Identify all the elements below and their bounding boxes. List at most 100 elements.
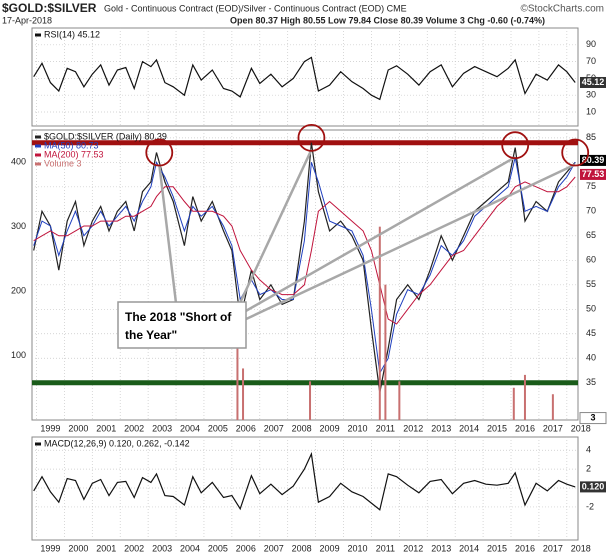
- x-tick-label: 2003: [152, 423, 172, 433]
- legend-entry: MACD(12,26,9) 0.120, 0.262, -0.142: [44, 438, 190, 448]
- value-box-label: 45.12: [582, 77, 605, 87]
- x-tick-label: 2015: [487, 423, 507, 433]
- value-box: [580, 76, 606, 88]
- y-tick-label: 2: [586, 464, 591, 474]
- legend-swatch: [35, 153, 41, 157]
- volume-bar: [384, 284, 387, 420]
- value-box-label: 0.120: [582, 481, 605, 491]
- value-box: [580, 154, 606, 166]
- callout-text: the Year": [125, 328, 177, 342]
- x-tick-label: 2005: [208, 543, 228, 553]
- legend-swatch: [35, 144, 41, 148]
- x-tick-label: 2018: [571, 423, 591, 433]
- value-box: [580, 481, 606, 493]
- x-tick-label: 2014: [459, 423, 479, 433]
- callout-pointer: [158, 164, 178, 304]
- y-tick-label: 4: [586, 445, 591, 455]
- value-box: [579, 412, 607, 425]
- highlight-circle: [561, 138, 590, 167]
- callout-pointer: [243, 156, 516, 314]
- x-tick-label: 2004: [180, 423, 200, 433]
- y-tick-label: 70: [586, 206, 596, 216]
- x-tick-label: 2006: [236, 543, 256, 553]
- x-tick-label: 2006: [236, 423, 256, 433]
- x-tick-label: 2011: [376, 423, 395, 433]
- highlight-circle: [297, 123, 326, 152]
- x-tick-label: 2016: [515, 543, 535, 553]
- y-tick-label: 60: [586, 255, 596, 265]
- legend-entry: $GOLD:$SILVER (Daily) 80.39: [44, 131, 167, 141]
- value-box-label: 77.53: [582, 169, 605, 179]
- y-tick-label: 35: [586, 377, 596, 387]
- y-tick-label: 50: [586, 304, 596, 314]
- volume-bar: [523, 374, 526, 420]
- x-tick-label: 2017: [543, 423, 563, 433]
- x-tick-label: 2012: [403, 543, 423, 553]
- x-tick-label: 2004: [180, 543, 200, 553]
- volume-bar: [551, 394, 554, 420]
- y2-tick-label: 300: [11, 221, 26, 231]
- volume-bar: [236, 329, 239, 420]
- x-tick-label: 2011: [376, 543, 395, 553]
- panel-frame: [31, 436, 579, 541]
- y-tick-label: 75: [586, 181, 596, 191]
- volume-bar: [378, 226, 381, 420]
- legend-entry: RSI(14) 45.12: [44, 29, 100, 39]
- x-tick-label: 2010: [347, 423, 367, 433]
- x-tick-label: 2009: [320, 543, 340, 553]
- series-line: [33, 176, 576, 325]
- series-line: [33, 56, 576, 101]
- legend-entry: Volume 3: [44, 158, 82, 168]
- value-box-label: 80.39: [582, 155, 605, 165]
- x-tick-label: 2003: [152, 543, 172, 553]
- x-tick-label: 2012: [403, 423, 423, 433]
- description: Gold - Continuous Contract (EOD)/Silver …: [104, 3, 407, 13]
- highlight-circle: [501, 131, 530, 160]
- volume-bar: [242, 368, 245, 420]
- legend-swatch: [35, 33, 41, 37]
- series-line: [33, 451, 576, 511]
- x-tick-label: 2005: [208, 423, 228, 433]
- x-tick-label: 2002: [124, 543, 144, 553]
- quote: Open 80.37 High 80.55 Low 79.84 Close 80…: [230, 15, 545, 25]
- y-tick-label: 85: [586, 132, 596, 142]
- x-tick-label: 2009: [320, 423, 340, 433]
- y-tick-label: 40: [586, 353, 596, 363]
- x-tick-label: 1999: [40, 423, 60, 433]
- volume-bar: [398, 381, 401, 420]
- y-tick-label: 55: [586, 279, 596, 289]
- y2-tick-label: 100: [11, 350, 26, 360]
- x-tick-label: 2000: [68, 543, 88, 553]
- x-tick-label: 2016: [515, 423, 535, 433]
- source: ©StockCharts.com: [520, 4, 604, 15]
- legend-swatch: [35, 162, 41, 166]
- x-tick-label: 2007: [264, 543, 284, 553]
- volume-bar: [512, 387, 515, 420]
- x-tick-label: 2008: [292, 423, 312, 433]
- legend-entry: MA(200) 77.53: [44, 149, 104, 159]
- callout-text: The 2018 "Short of: [125, 310, 232, 324]
- x-tick-label: 2007: [264, 423, 284, 433]
- x-tick-label: 2013: [431, 543, 451, 553]
- x-tick-label: 2001: [96, 423, 116, 433]
- x-tick-label: 2018: [571, 543, 591, 553]
- y2-tick-label: 400: [11, 157, 26, 167]
- x-tick-label: 2001: [96, 543, 116, 553]
- x-tick-label: 2013: [431, 423, 451, 433]
- x-tick-label: 2014: [459, 543, 479, 553]
- x-tick-label: 2015: [487, 543, 507, 553]
- legend-swatch: [35, 135, 41, 139]
- y-tick-label: 30: [586, 90, 596, 100]
- callout-pointer: [238, 149, 313, 304]
- x-tick-label: 2002: [124, 423, 144, 433]
- callout-pointer: [243, 163, 576, 322]
- volume-bar: [309, 381, 312, 420]
- panel-frame: [31, 129, 579, 421]
- y-tick-label: 45: [586, 328, 596, 338]
- callout-box: [117, 301, 247, 349]
- legend-entry: MA(50) 80.73: [44, 140, 99, 150]
- legend-swatch: [35, 442, 41, 446]
- panel-frame: [31, 27, 579, 127]
- y-tick-label: -2: [586, 501, 594, 511]
